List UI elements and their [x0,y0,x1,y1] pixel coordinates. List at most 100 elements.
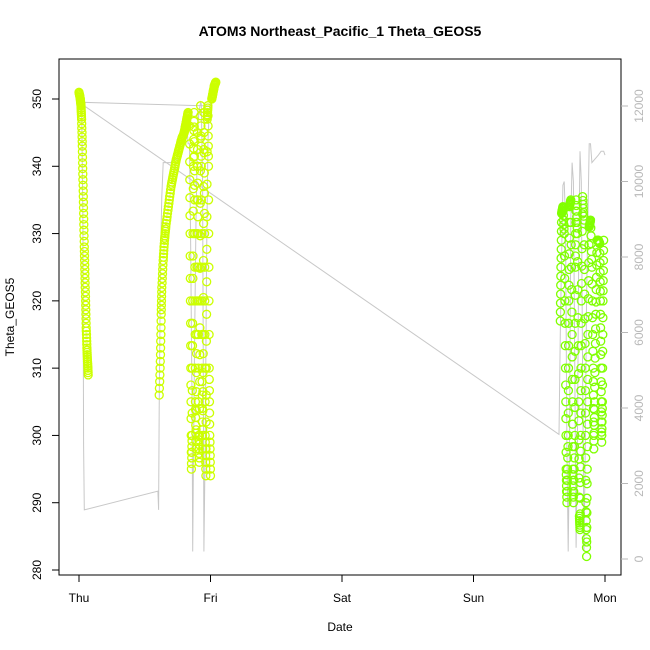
theta-point [165,191,175,202]
theta-point [574,473,584,483]
theta-point [570,262,581,272]
theta-point [164,195,174,205]
theta-point [185,251,195,261]
theta-point [155,370,165,380]
theta-point [575,493,585,503]
theta-point [568,498,579,508]
x-tick-label: Fri [204,591,218,605]
theta-point [574,416,584,426]
theta-point [198,425,208,435]
theta-point [198,255,209,266]
theta-point [199,168,209,178]
theta-point [570,251,581,261]
theta-point [597,397,608,407]
theta-point [154,390,164,400]
theta-point [81,314,91,324]
theta-point [597,380,608,390]
theta-point [205,419,215,429]
theta-point [198,348,208,359]
theta-point [590,367,600,378]
theta-point [580,385,591,396]
theta-series-3 [207,77,221,104]
theta-point [76,114,87,124]
theta-point [190,363,200,373]
x-axis-label: Date [327,620,353,634]
theta-point [588,329,598,340]
theta-point [77,119,87,129]
theta-point [189,116,199,127]
theta-point [205,464,216,474]
theta-point [562,464,573,474]
y2-tick-label: 6000 [632,319,646,346]
theta-point [581,551,592,562]
theta-point [567,307,577,317]
theta-point [598,313,608,323]
theta-point [77,123,87,133]
theta-point [202,147,212,157]
theta-point [598,286,608,296]
theta-point [203,161,214,171]
theta-point [79,231,89,241]
theta-point [205,430,215,441]
theta-point [561,413,571,424]
theta-point [201,471,211,481]
theta-point [555,316,565,326]
theta-point [595,323,606,333]
theta-point [157,287,167,297]
theta-point [561,397,571,407]
theta-point [597,363,608,373]
theta-series-4 [555,191,609,562]
theta-point [162,215,172,225]
theta-point [582,537,592,547]
theta-point [205,437,215,447]
theta-point [599,235,609,245]
theta-point [580,338,590,349]
theta-point [577,209,588,219]
theta-point [558,210,569,221]
theta-point [559,224,569,234]
theta-point [577,226,587,236]
theta-point [158,252,169,262]
theta-point [581,507,591,517]
theta-point [196,262,207,272]
theta-point [187,318,198,328]
theta-point [562,492,572,502]
theta-point [191,367,202,378]
theta-point [596,336,606,346]
theta-point [187,341,198,351]
theta-point [204,262,214,272]
theta-point [203,101,213,111]
theta-point [567,352,577,362]
theta-point [204,374,214,385]
theta-point [77,136,87,147]
theta-point [199,228,210,239]
theta-point [573,369,584,379]
theta-point [162,212,172,222]
theta-point [186,380,196,390]
theta-point [77,152,88,162]
theta-point [572,212,582,222]
theta-point [203,151,214,161]
theta-point [156,309,166,319]
theta-point [562,498,572,508]
theta-point [575,446,586,456]
theta-point [590,338,601,349]
theta-point [569,453,579,463]
theta-point [156,323,166,333]
theta-point [156,336,166,346]
theta-point [579,211,589,221]
theta-point [597,424,607,434]
theta-point [561,447,571,457]
theta-point [163,205,173,215]
theta-point [589,436,599,446]
theta-point [157,278,167,288]
theta-point [78,197,89,207]
y-tick-label: 280 [30,560,44,580]
theta-point [165,188,175,198]
theta-point [561,481,572,491]
theta-point [78,175,88,185]
theta-point [159,242,169,252]
theta-point [201,363,211,373]
theta-point [205,444,215,454]
